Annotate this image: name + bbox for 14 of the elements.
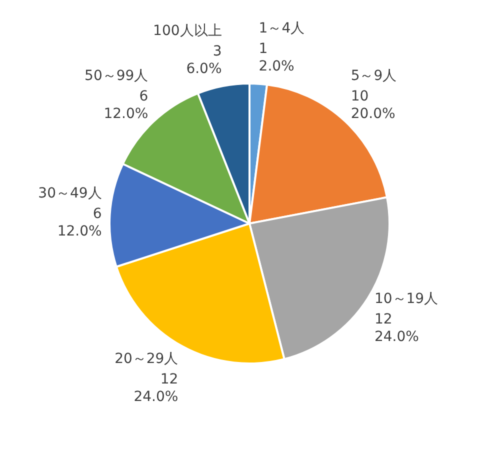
- slice-label: 50～99人: [84, 68, 148, 84]
- slice-label: 20～29人: [114, 351, 178, 368]
- data-label: 1 2.0%: [258, 40, 294, 74]
- slice-label: 1～4人: [258, 20, 305, 36]
- data-label: 10 20.0%: [350, 88, 396, 122]
- data-label: 12 24.0%: [134, 372, 178, 406]
- slice-label: 30～49人: [38, 185, 102, 202]
- data-label: 12 24.0%: [374, 312, 419, 346]
- slice-label: 10～19人: [374, 291, 438, 308]
- slice-label: 100人以上: [153, 23, 222, 40]
- data-label: 6 12.0%: [57, 206, 102, 240]
- data-label: 3 6.0%: [186, 44, 222, 78]
- data-label: 6 12.0%: [104, 88, 148, 122]
- slice-label: 5～9人: [350, 68, 397, 84]
